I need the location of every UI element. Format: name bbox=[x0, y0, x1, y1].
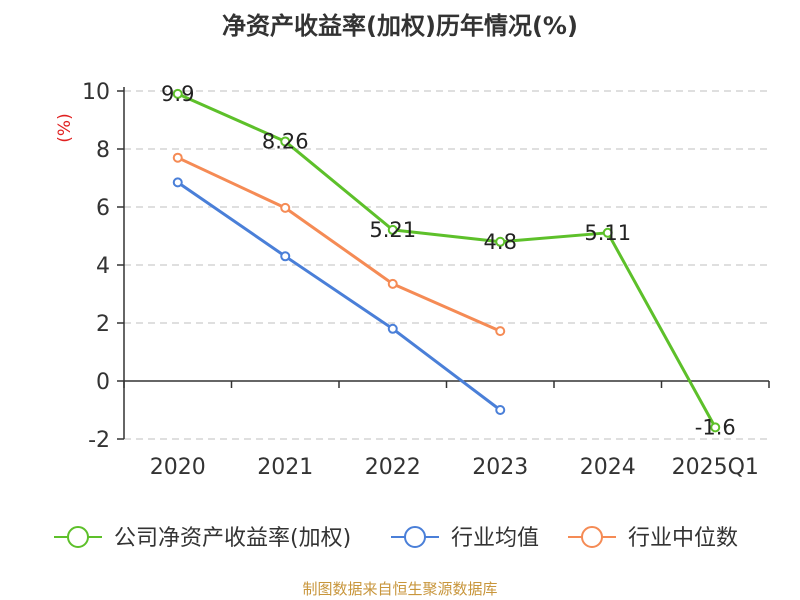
data-point bbox=[280, 136, 291, 147]
y-tick-label: 8 bbox=[96, 138, 110, 163]
data-label: 9.9 bbox=[161, 82, 194, 106]
data-point bbox=[602, 227, 613, 238]
y-tick-label: 0 bbox=[96, 370, 110, 395]
source-note: 制图数据来自恒生聚源数据库 bbox=[302, 580, 498, 598]
legend-label: 行业均值 bbox=[451, 526, 539, 551]
x-tick-label: 2021 bbox=[257, 455, 313, 480]
x-tick-label: 2020 bbox=[150, 455, 206, 480]
legend-marker bbox=[581, 526, 603, 548]
data-point bbox=[495, 236, 506, 247]
y-axis-label: (%) bbox=[55, 113, 75, 142]
data-label: -1.6 bbox=[695, 415, 736, 439]
data-point bbox=[280, 251, 291, 262]
data-point bbox=[387, 323, 398, 334]
data-label: 5.21 bbox=[369, 218, 416, 242]
legend-marker bbox=[67, 526, 89, 548]
y-tick-label: 2 bbox=[96, 312, 110, 337]
legend-marker bbox=[404, 526, 426, 548]
data-point bbox=[710, 422, 721, 433]
y-tick-label: 6 bbox=[96, 196, 110, 221]
series-line bbox=[177, 156, 501, 333]
legend-label: 行业中位数 bbox=[628, 526, 738, 551]
data-label: 5.11 bbox=[584, 221, 631, 245]
data-point bbox=[495, 326, 506, 337]
data-label: 8.26 bbox=[262, 129, 309, 153]
y-tick-label: 10 bbox=[82, 80, 110, 105]
data-point bbox=[172, 152, 183, 163]
x-tick-label: 2023 bbox=[472, 455, 528, 480]
series-line bbox=[177, 92, 717, 429]
x-tick-label: 2024 bbox=[580, 455, 636, 480]
data-point bbox=[387, 278, 398, 289]
data-point bbox=[495, 405, 506, 415]
data-point bbox=[280, 202, 291, 213]
legend-label: 公司净资产收益率(加权) bbox=[114, 526, 351, 551]
data-label: 4.8 bbox=[484, 230, 517, 254]
data-point bbox=[387, 224, 398, 235]
data-point bbox=[172, 88, 183, 99]
chart-title: 净资产收益率(加权)历年情况(%) bbox=[222, 12, 578, 40]
data-point bbox=[172, 177, 183, 188]
x-tick-label: 2022 bbox=[365, 455, 421, 480]
series-line bbox=[176, 181, 502, 412]
y-tick-label: -2 bbox=[88, 428, 110, 453]
y-tick-label: 4 bbox=[96, 254, 110, 279]
x-tick-label: 2025Q1 bbox=[672, 455, 759, 480]
